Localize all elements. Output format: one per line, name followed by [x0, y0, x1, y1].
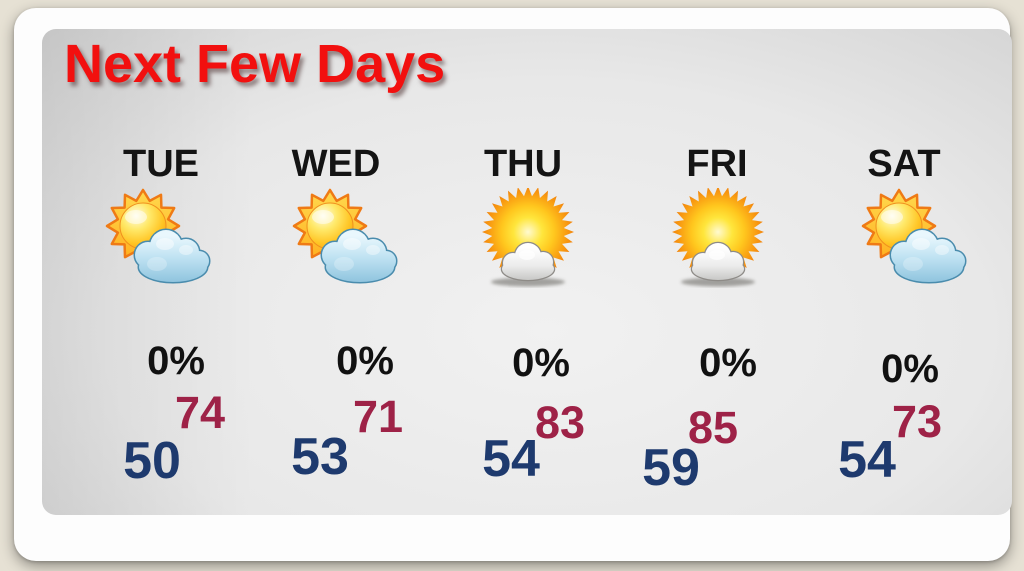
low-temp: 59 — [642, 439, 700, 497]
precip-chance: 0% — [699, 341, 757, 385]
day-label-fri: FRI — [686, 143, 748, 185]
day-label-sat: SAT — [867, 143, 941, 185]
day-label-wed: WED — [291, 143, 381, 185]
sun-behind-cloud-icon — [286, 186, 404, 290]
day-label-tue: TUE — [123, 143, 199, 185]
slide-title: Next Few Days — [64, 34, 446, 94]
day-label-thu: THU — [483, 143, 563, 185]
sun-behind-cloud-icon — [99, 186, 217, 290]
high-temp: 83 — [534, 397, 586, 448]
precip-chance: 0% — [336, 339, 394, 383]
sun-behind-cloud-icon — [855, 186, 973, 290]
high-temp: 73 — [891, 396, 943, 447]
low-temp: 53 — [291, 428, 349, 486]
low-temp: 54 — [838, 431, 896, 489]
high-temp: 71 — [352, 391, 404, 442]
sunny-small-cloud-icon — [661, 186, 779, 290]
high-temp: 85 — [687, 402, 739, 453]
precip-chance: 0% — [147, 339, 205, 383]
low-temp: 54 — [482, 430, 540, 488]
precip-chance: 0% — [881, 347, 939, 391]
precip-chance: 0% — [512, 341, 570, 385]
low-temp: 50 — [123, 432, 181, 490]
sunny-small-cloud-icon — [471, 186, 589, 290]
high-temp: 74 — [174, 387, 226, 438]
